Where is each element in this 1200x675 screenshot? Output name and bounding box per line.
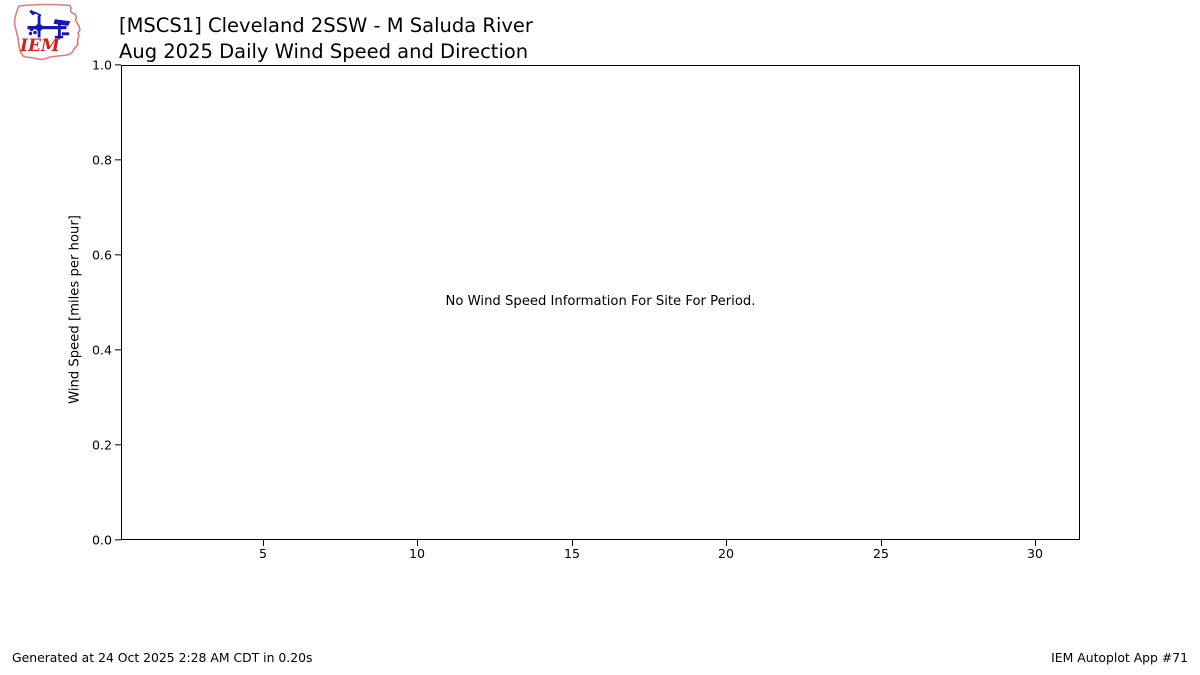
y-tick-mark-3 [115,254,121,256]
y-tick-mark-0 [115,539,121,541]
y-tick-label-1: 0.2 [91,437,112,453]
anemometer-icon [27,9,71,39]
x-tick-mark-5 [262,540,264,546]
y-tick-mark-4 [115,159,121,161]
y-tick-label-4: 0.8 [91,152,112,168]
iem-logo: IEM [8,2,86,64]
x-tick-label-30: 30 [1026,546,1044,561]
x-tick-mark-25 [880,540,882,546]
y-tick-label-2: 0.4 [91,342,112,358]
title-line-2: Aug 2025 Daily Wind Speed and Direction [119,40,529,63]
y-tick-label-5: 1.0 [91,57,112,73]
y-axis-label: Wind Speed [miles per hour] [67,215,83,404]
title-line-1: [MSCS1] Cleveland 2SSW - M Saluda River [119,14,533,37]
y-tick-mark-2 [115,349,121,351]
no-data-message: No Wind Speed Information For Site For P… [445,294,756,309]
generated-timestamp: Generated at 24 Oct 2025 2:28 AM CDT in … [12,650,313,665]
iem-wordmark: IEM [19,36,61,56]
x-tick-label-25: 25 [872,546,890,561]
y-tick-mark-1 [115,444,121,446]
x-tick-mark-10 [416,540,418,546]
plot-area: No Wind Speed Information For Site For P… [121,65,1080,540]
x-tick-mark-30 [1034,540,1036,546]
x-tick-label-10: 10 [408,546,426,561]
x-tick-label-5: 5 [258,546,267,561]
y-tick-label-3: 0.6 [91,247,112,263]
x-tick-mark-15 [571,540,573,546]
x-tick-label-15: 15 [563,546,581,561]
iem-logo-svg: IEM [13,3,81,61]
autoplot-app-label: IEM Autoplot App #71 [1051,650,1188,665]
x-tick-mark-20 [725,540,727,546]
iowa-state-outline-icon [13,3,81,61]
y-tick-mark-5 [115,64,121,66]
x-tick-label-20: 20 [717,546,735,561]
page-title: [MSCS1] Cleveland 2SSW - M Saluda River … [119,13,533,65]
y-tick-label-0: 0.0 [91,532,112,548]
